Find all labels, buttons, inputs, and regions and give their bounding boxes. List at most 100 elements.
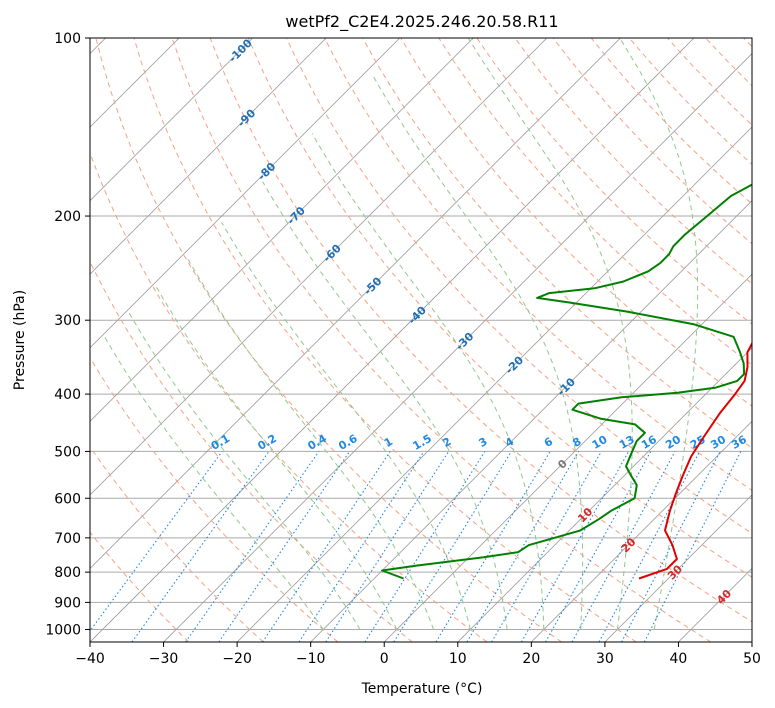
x-tick-label: −40 [75, 651, 105, 667]
x-axis: −40 −30 −20 −10 0 10 20 30 40 50 [75, 642, 761, 667]
y-tick-label: 1000 [45, 622, 81, 638]
x-tick-label: 50 [743, 651, 761, 667]
mixing-ratio-line [643, 451, 742, 642]
x-tick-label: 30 [596, 651, 614, 667]
dry-adiabat [552, 38, 752, 245]
dry-adiabat [90, 445, 264, 642]
dry-adiabat [95, 38, 562, 642]
dry-adiabat [514, 38, 752, 285]
x-tick-label: 10 [449, 651, 467, 667]
y-tick-label: 300 [54, 313, 81, 329]
mixing-ratio-line [435, 451, 551, 642]
mixing-ratio-line [90, 451, 223, 632]
mixing-ratio-label: 36 [729, 433, 749, 452]
moist-adiabat [104, 336, 324, 630]
dry-adiabat [247, 38, 752, 578]
moist-adiabat [619, 38, 699, 630]
moist-adiabat [311, 133, 545, 630]
dry-adiabat [590, 38, 752, 205]
mixing-ratio-label: 1 [382, 435, 395, 450]
mixing-ratio-line [393, 451, 512, 642]
dry-adiabat-label: -20 [503, 353, 526, 376]
y-tick-label: 800 [54, 565, 81, 581]
contour-labels: 0.1 0.2 0.4 0.6 1 1.5 2 3 4 6 8 10 13 16 20 25 30 36-100-… [209, 36, 752, 607]
dry-adiabat-label: 30 [665, 562, 685, 582]
mixing-ratio-line [491, 451, 602, 642]
mixing-ratio-label: 30 [708, 433, 728, 452]
y-tick-label: 900 [54, 595, 81, 611]
dry-adiabat [667, 38, 752, 126]
dry-adiabat [90, 151, 488, 642]
mixing-ratio-label: 8 [570, 435, 583, 450]
isotherm-line [751, 641, 752, 642]
moist-adiabat [262, 181, 508, 630]
isotherm-line [383, 273, 752, 642]
isotherm-line [163, 52, 752, 642]
y-axis: 100 200 300 400 500 600 700 800 900 1000 [45, 31, 90, 638]
temperature-line [638, 341, 752, 580]
mixing-ratio-line [185, 451, 320, 642]
mixing-ratio-label: 10 [590, 433, 610, 452]
moist-adiabat [186, 257, 434, 630]
isotherm-line [90, 38, 548, 496]
dry-adiabat [209, 38, 752, 623]
isotherm-line [457, 347, 752, 642]
dry-adiabat-label: -100 [226, 36, 255, 65]
mixing-ratio-line [262, 451, 391, 642]
mixing-ratio-line [571, 451, 676, 642]
dry-adiabat-label: -70 [285, 204, 308, 227]
mixing-ratio-line [131, 451, 270, 642]
dry-adiabat [628, 38, 752, 165]
dry-adiabat-label: 40 [714, 587, 734, 607]
isotherm-line [90, 38, 327, 275]
y-tick-label: 500 [54, 444, 81, 460]
isotherm-line [90, 38, 401, 349]
mixing-ratio-label: 1.5 [410, 432, 433, 453]
dry-adiabat-label: -50 [361, 274, 384, 297]
mixing-ratio-label: 20 [663, 433, 683, 452]
mixing-ratio-line [520, 451, 630, 642]
y-tick-label: 700 [54, 531, 81, 547]
dry-adiabat-label: -30 [453, 330, 476, 353]
isotherm-line [90, 38, 695, 642]
plot-frame [89, 37, 753, 643]
dry-adiabat [285, 38, 752, 535]
y-axis-label: Pressure (hPa) [12, 290, 28, 390]
mixing-ratio-line [325, 451, 450, 642]
moist-adiabat [221, 222, 471, 630]
y-tick-label: 100 [54, 31, 81, 47]
isotherm-line [90, 38, 253, 202]
moist-adiabat [371, 73, 584, 630]
dewpoint-line [381, 183, 752, 580]
x-tick-label: 20 [522, 651, 540, 667]
dry-adiabat [90, 531, 190, 642]
moist-adiabat [153, 283, 398, 630]
isotherm-line [90, 38, 474, 422]
dry-adiabat-label: -90 [235, 106, 258, 129]
dry-adiabat-label: -60 [321, 242, 344, 265]
mixing-ratio-line [466, 451, 580, 642]
chart-title: wetPf2_C2E4.2025.246.20.58.R11 [285, 12, 558, 32]
isotherm-line [531, 420, 752, 642]
isotherm-line [90, 38, 621, 570]
dry-adiabat-label: -40 [406, 303, 429, 326]
isotherm-line [236, 126, 752, 642]
x-tick-label: −20 [222, 651, 252, 667]
dry-adiabat [400, 38, 752, 407]
moist-adiabat [127, 311, 361, 630]
dry-adiabat-label: -80 [255, 160, 278, 183]
y-tick-label: 600 [54, 491, 81, 507]
x-tick-label: −30 [149, 651, 179, 667]
dry-adiabat [438, 38, 752, 366]
isotherm-line [310, 200, 752, 642]
x-tick-label: 40 [670, 651, 688, 667]
dry-adiabat [743, 38, 752, 48]
dry-adiabat [90, 260, 413, 642]
mixing-ratio-line [598, 451, 701, 642]
y-tick-label: 400 [54, 387, 81, 403]
x-tick-label: −10 [296, 651, 326, 667]
mixing-ratio-line [545, 451, 652, 642]
y-tick-label: 200 [54, 209, 81, 225]
mixing-ratio-line [218, 451, 351, 642]
mixing-ratio-label: 0.4 [305, 432, 329, 453]
